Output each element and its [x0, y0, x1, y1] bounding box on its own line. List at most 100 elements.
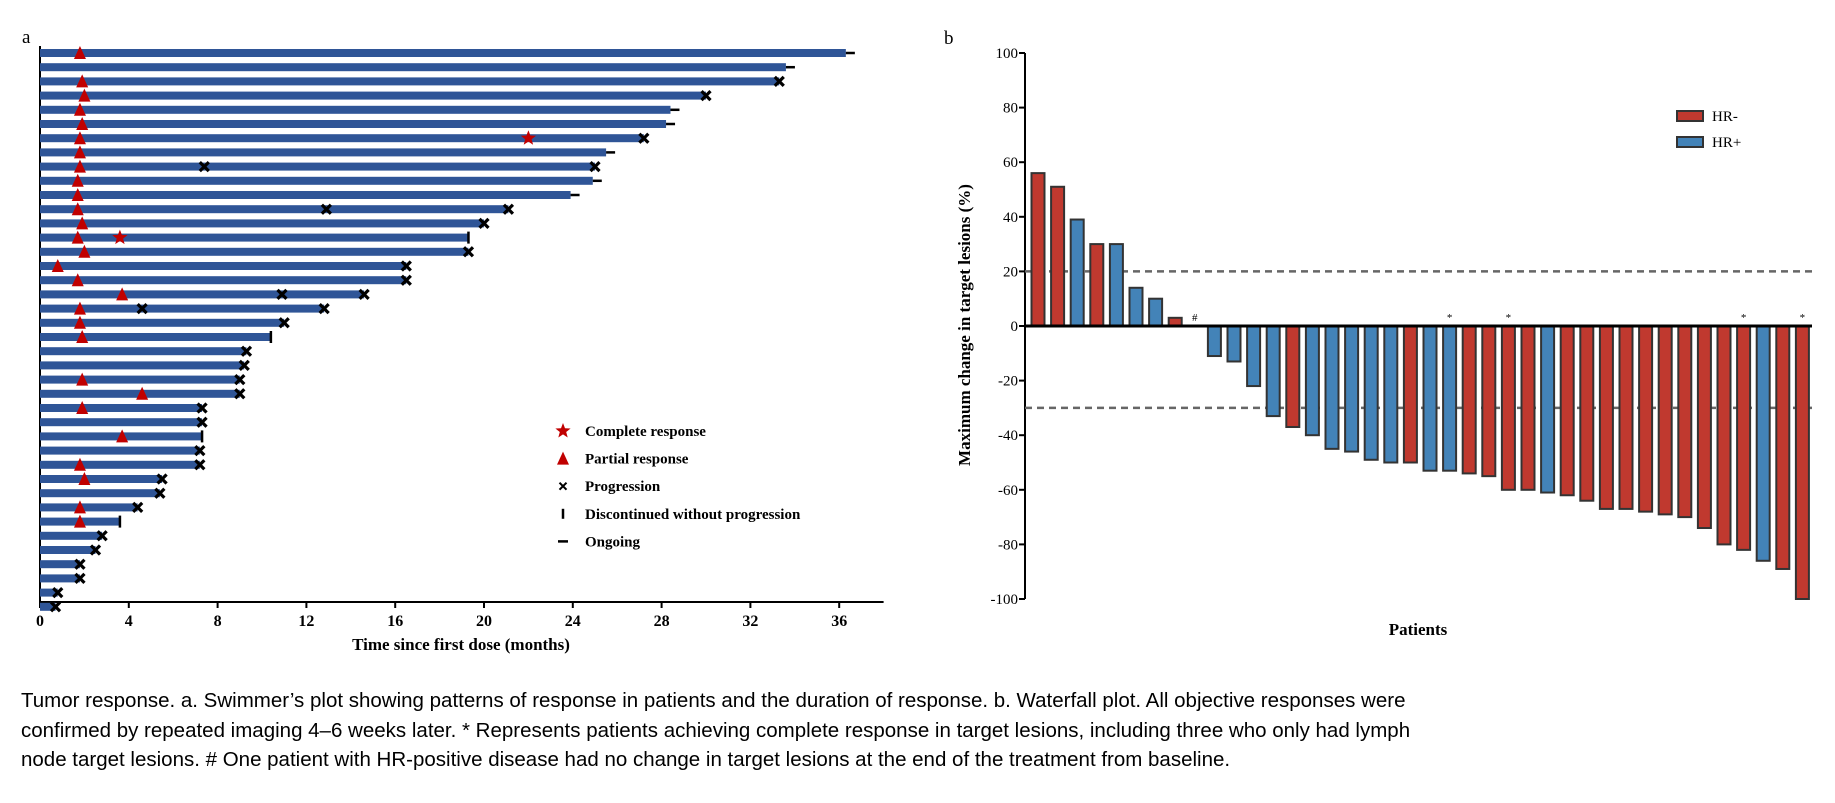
progression-marker: [358, 288, 370, 301]
partial-response-marker: [76, 401, 89, 414]
progression-marker: [502, 203, 515, 215]
y-tick-label: -20: [998, 374, 1018, 390]
progression-marker: [136, 302, 148, 315]
duration-bar: [40, 602, 56, 611]
legend-item: Discontinued without progression: [561, 507, 801, 523]
patient-bar: [1148, 297, 1164, 328]
patient-bar: [1344, 325, 1360, 453]
complete-response-marker: [112, 229, 128, 245]
partial-response-marker: [71, 230, 84, 244]
progression-marker: [238, 359, 250, 372]
patient-bar: [1108, 243, 1124, 328]
legend-item: HR+: [1676, 135, 1741, 151]
legend-item: Complete response: [555, 423, 706, 440]
duration-bar: [40, 475, 163, 483]
progression-marker: [276, 288, 288, 301]
patient-bar: [1050, 185, 1066, 327]
partial-response-marker: [71, 273, 84, 287]
patient-row: [40, 74, 785, 88]
duration-bar: [40, 404, 203, 412]
swimmer-plot: 0 4 8 12 16 20 24 28 32 36 Complete response Partia…: [36, 46, 884, 630]
y-tick-label: 60: [1003, 155, 1018, 171]
progression-marker: [400, 274, 412, 286]
progression-marker: [234, 388, 246, 400]
legend-item: Partial response: [557, 451, 689, 468]
patient-row: [40, 244, 475, 258]
patient-row: [40, 159, 601, 173]
x-stroke: [196, 416, 208, 428]
legend-item: Ongoing: [558, 534, 641, 550]
patient-bar: [1089, 243, 1105, 328]
patient-bar: [1324, 325, 1340, 450]
patient-bar: [1265, 325, 1281, 418]
duration-bar: [40, 162, 595, 171]
progression-marker: [156, 473, 168, 485]
progression-marker: [132, 501, 144, 514]
legend-label: Progression: [585, 479, 661, 495]
x-tick-label: 28: [654, 613, 670, 630]
patient-row: [40, 401, 208, 414]
patient-bar: [1461, 325, 1477, 475]
patient-bar: [1206, 325, 1222, 358]
partial-response-marker: [76, 216, 89, 230]
patient-row: [40, 359, 250, 372]
progression-marker: [462, 246, 475, 258]
progression-marker: [638, 132, 650, 144]
x-stroke: [74, 558, 86, 570]
patient-row: [40, 273, 412, 287]
progression-marker: [240, 345, 253, 357]
progression-marker: [74, 558, 86, 570]
x-stroke: [234, 373, 246, 386]
partial-response-marker: [51, 259, 64, 272]
duration-bar: [40, 148, 607, 157]
x-stroke: [132, 501, 144, 514]
duration-bar: [40, 361, 245, 370]
patient-row: [40, 229, 470, 245]
duration-bar: [40, 276, 407, 285]
patient-row: [40, 500, 144, 514]
duration-bar: [40, 63, 786, 72]
x-tick-label: 4: [125, 613, 133, 630]
patient-bar: [1285, 325, 1301, 429]
duration-bar: [40, 91, 706, 100]
progression-marker: [96, 530, 108, 542]
legend-label: Partial response: [585, 452, 689, 468]
progression-marker: [198, 160, 210, 173]
x-stroke: [194, 444, 206, 457]
patient-bar: [1559, 325, 1575, 497]
duration-bar: [40, 120, 667, 128]
partial-response-marker: [71, 202, 84, 216]
partial-response-marker: [71, 188, 84, 201]
partial-response-marker: [76, 74, 89, 88]
progression-marker: [196, 402, 208, 414]
duration-bar: [40, 574, 80, 583]
patient-bar: [1304, 325, 1320, 437]
duration-bar: [40, 77, 780, 86]
patient-row: [40, 301, 330, 315]
x-stroke: [198, 160, 210, 173]
x-stroke: [558, 481, 568, 491]
patient-row: [40, 330, 273, 343]
swimmer-x-axis-title: Time since first dose (months): [352, 635, 570, 654]
patient-row: [40, 188, 580, 201]
x-stroke: [773, 75, 785, 88]
patient-row: [40, 601, 62, 613]
complete-response-marker: [520, 130, 536, 145]
patient-bar: [1226, 325, 1242, 363]
progression-marker: [74, 572, 86, 585]
patient-bar: [1383, 325, 1399, 464]
patient-bar: [1657, 325, 1673, 516]
x-stroke: [49, 601, 62, 613]
patient-bar: [1598, 325, 1614, 510]
y-tick-label: 80: [1003, 101, 1018, 117]
patient-row: [40, 487, 166, 499]
patient-bar: [1069, 218, 1085, 327]
progression-marker: [278, 317, 290, 329]
progression-marker: [400, 260, 412, 272]
progression-marker: [773, 75, 785, 88]
partial-response-marker: [76, 117, 89, 130]
patient-row: [40, 345, 253, 357]
patient-row: [40, 46, 855, 59]
x-tick-label: 24: [565, 613, 581, 630]
panel-a-label: a: [22, 27, 31, 48]
